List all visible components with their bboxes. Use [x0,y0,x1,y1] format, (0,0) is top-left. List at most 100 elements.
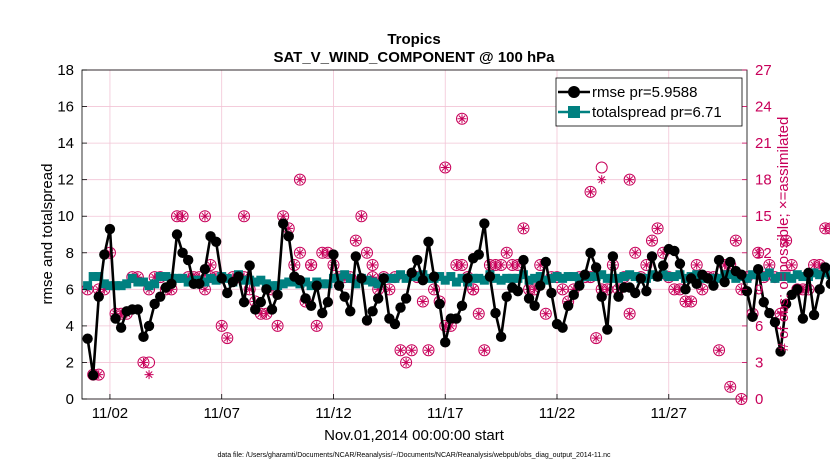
rmse-point [557,322,568,333]
rmse-point [222,287,233,299]
obs-assimilated-point [306,260,316,270]
obs-assimilated-point [826,224,830,232]
rmse-point [294,274,306,286]
totalspread-point [602,273,612,283]
totalspread-point [390,273,400,283]
totalspread-point [446,272,456,282]
legend-spread-marker [568,106,580,118]
rmse-point [350,251,362,262]
rmse-point [523,293,535,304]
obs-possible-point [221,332,234,345]
rmse-point [166,278,177,290]
obs-possible-point [305,258,318,271]
rmse-point [356,273,367,284]
obs-possible-point [428,283,441,296]
totalspread-point [317,279,327,289]
rmse-point [255,296,267,308]
y-tick-label: 12 [57,172,74,189]
totalspread-point [457,273,467,283]
obs-possible-point [584,185,597,198]
plot-frame [81,69,748,400]
obs-assimilated-point [692,260,702,270]
totalspread-point [787,273,797,283]
totalspread-point [155,272,165,282]
rmse-point [194,278,205,290]
obs-assimilated-point [239,211,249,221]
y-tick-label: 6 [66,281,74,298]
totalspread-point [586,272,596,282]
obs-possible-point [198,210,211,223]
totalspread-point [200,277,210,287]
obs-possible-point [629,246,642,259]
chart-title: Tropics [387,31,440,48]
obs-assimilated-point [178,211,188,221]
rmse-point [110,313,121,324]
obs-assimilated-point [368,260,378,270]
y-right-tick-label: 12 [755,245,772,262]
rmse-point [456,300,468,311]
rmse-point [462,273,473,284]
obs-possible-point [785,258,798,271]
obs-assimilated-point [764,260,774,270]
rmse-point [99,249,110,260]
y-tick-label: 16 [57,99,74,116]
rmse-point [311,280,322,291]
totalspread-point [731,273,741,283]
rmse-point [630,287,641,299]
obs-possible-point [696,283,709,296]
obs-assimilated-point [787,260,797,270]
rmse-point [568,289,579,301]
totalspread-point [116,281,126,291]
totalspread-point [474,273,484,283]
obs-possible-point [780,234,793,247]
obs-assimilated-point [625,309,635,319]
x-axis-label: Nov.01,2014 00:00:00 start [324,427,505,444]
rmse-point [132,304,144,315]
rmse-point [266,304,278,315]
totalspread-point [289,277,299,287]
rmse-point [434,298,445,310]
obs-assimilated-point [144,370,154,380]
rmse-point [423,236,434,248]
rmse-point [372,293,384,304]
y-right-tick-label: 24 [755,99,772,116]
y-tick-label: 14 [57,135,74,152]
rmse-point [596,291,607,302]
totalspread-point [569,272,579,282]
totalspread-point [820,268,830,278]
totalspread-point [245,275,255,285]
x-tick-label: 11/12 [315,405,351,422]
rmse-point [155,291,166,302]
obs-possible-point [416,295,429,308]
rmse-point [736,269,747,280]
rmse-point [803,267,814,279]
totalspread-point [541,275,551,285]
totalspread-point [144,281,154,291]
totalspread-point [122,279,132,289]
totalspread-point [574,273,584,283]
rmse-point [518,254,529,266]
totalspread-point [172,273,182,283]
rmse-point [529,300,540,311]
rmse-point [210,236,222,248]
rmse-point [652,271,663,282]
totalspread-point [261,279,271,289]
rmse-point [238,296,250,308]
totalspread-point [641,273,651,283]
rmse-point [808,309,820,321]
chart-subtitle: SAT_V_WIND_COMPONENT @ 100 hPa [273,49,555,66]
rmse-point [657,260,669,271]
rmse-point [143,320,155,332]
totalspread-point [776,272,786,282]
obs-possible-point [137,356,150,369]
y-axis-right-label: # of obs: o=possible; ×=assimilated [775,117,792,352]
totalspread-point [373,279,383,289]
rmse-point [602,324,613,335]
y-axis-label: rmse and totalspread [39,164,56,305]
obs-possible-point [595,161,608,174]
rmse-point [719,276,730,288]
rmse-point [412,254,423,266]
rmse-point [93,291,104,302]
obs-assimilated-point [440,162,450,172]
